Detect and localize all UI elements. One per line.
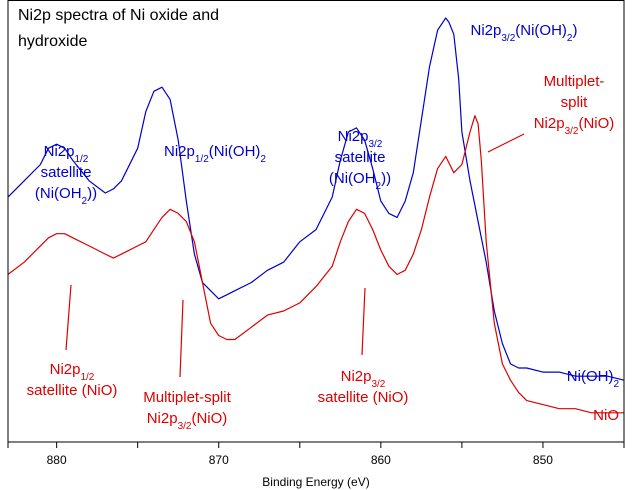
series-layer	[7, 17, 625, 414]
x-tick-label-850: 850	[533, 453, 553, 467]
x-ticks: 880 870 860 850	[7, 442, 625, 467]
annotation-sat32-oh-line-2: satellite	[335, 149, 386, 166]
annotation-sat12-oh-line-2: satellite	[41, 164, 92, 181]
x-tick-label-880: 880	[47, 453, 67, 467]
annotation-sat32-nio-line-1: Ni2p3/2	[341, 368, 386, 390]
pointer-split32-nio-low	[179, 299, 184, 378]
x-tick-label-870: 870	[209, 453, 229, 467]
annotation-sat32-oh-line-1: Ni2p3/2	[338, 128, 383, 150]
pointer-sat12-nio	[65, 284, 72, 351]
annotation-split32-nio-line-2: split	[561, 94, 589, 111]
pointer-split32-nio	[487, 133, 525, 153]
series-line-nioh2	[7, 17, 625, 381]
annotation-legend-oh-line-1: Ni(OH)2	[567, 368, 620, 390]
x-tick-label-860: 860	[371, 453, 391, 467]
annotation-split32-nio-line-1: Multiplet-	[544, 73, 605, 90]
annotation-sat12-oh-line-3: (Ni(OH2))	[35, 185, 97, 207]
pointer-sat32-nio	[361, 287, 366, 356]
annotation-sat32-oh-line-3: (Ni(OH2))	[329, 170, 391, 192]
annotation-split32-nio-low-line-1: Multiplet-split	[143, 389, 231, 406]
annotation-sat12-oh-line-1: Ni2p1/2	[44, 143, 89, 165]
annotation-main32-oh-line-1: Ni2p3/2(Ni(OH)2)	[471, 22, 578, 44]
series-line-nio	[7, 115, 624, 414]
annotation-split32-nio-line-3: Ni2p3/2(NiO)	[534, 115, 615, 137]
annotation-legend-nio-line-1: NiO	[593, 407, 619, 424]
annotation-main12-oh-line-1: Ni2p1/2(Ni(OH)2	[164, 143, 266, 165]
chart-title-line-1: Ni2p spectra of Ni oxide and	[18, 7, 219, 24]
annotation-split32-nio-low-line-2: Ni2p3/2(NiO)	[147, 410, 228, 432]
chart-title-line-2: hydroxide	[18, 33, 87, 50]
axes	[7, 0, 625, 443]
annotation-sat32-nio-line-2: satellite (NiO)	[318, 389, 409, 406]
annotations: Ni2p1/2satellite(Ni(OH2))Ni2p1/2(Ni(OH)2…	[27, 22, 620, 432]
annotation-sat12-nio-line-1: Ni2p1/2	[50, 361, 95, 383]
annotation-sat12-nio-line-2: satellite (NiO)	[27, 382, 118, 399]
x-axis-label: Binding Energy (eV)	[262, 475, 369, 489]
